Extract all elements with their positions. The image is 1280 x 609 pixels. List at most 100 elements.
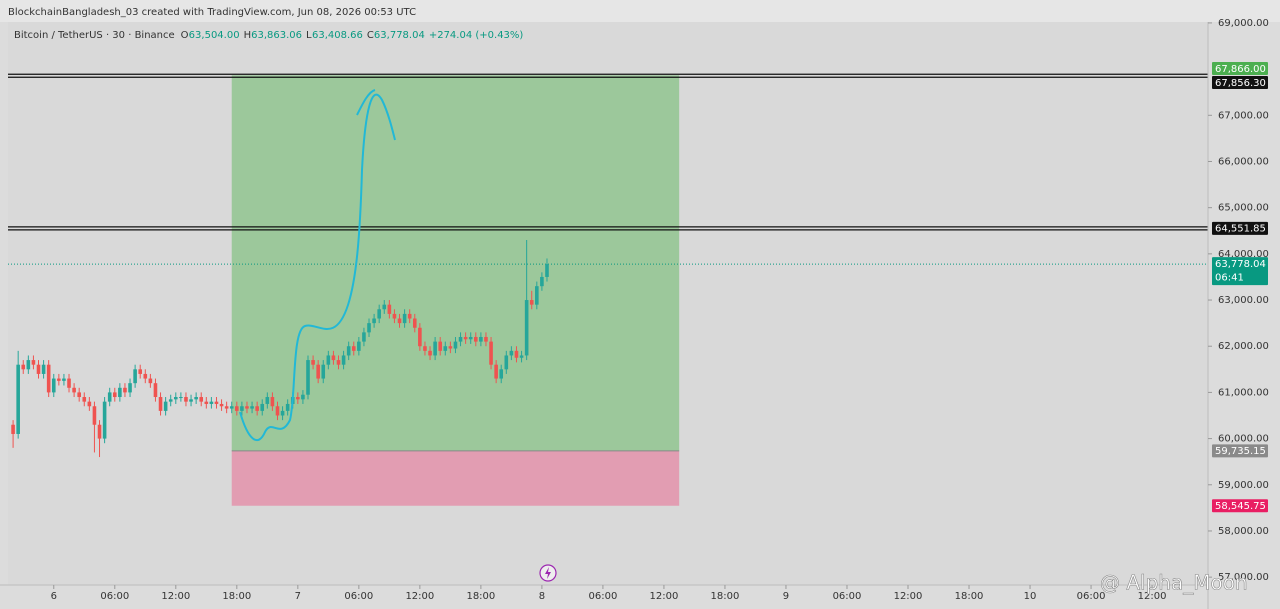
candle-body (72, 387, 76, 393)
candle-body (346, 346, 351, 356)
candle-body (270, 397, 275, 407)
candle-body (392, 313, 397, 319)
candle-body (265, 397, 270, 404)
candle-body (102, 401, 107, 439)
candle-body (372, 318, 376, 324)
y-tick-label: 61,000.00 (1218, 387, 1269, 398)
candle-body (514, 350, 519, 358)
candle-body (316, 364, 320, 379)
y-tick-label: 62,000.00 (1218, 341, 1269, 352)
x-tick-label: 12:00 (894, 591, 923, 602)
candle-body (189, 399, 193, 402)
candle-body (260, 403, 265, 411)
x-tick-label: 12:00 (405, 591, 434, 602)
candle-body (255, 406, 259, 411)
candle-body (453, 341, 458, 349)
price-tag-label: 58,545.75 (1215, 501, 1266, 512)
x-tick-label: 06:00 (1077, 591, 1106, 602)
candle-body (458, 336, 463, 342)
candle-body (128, 383, 132, 393)
candle-body (168, 399, 173, 402)
x-tick-label: 06:00 (833, 591, 862, 602)
ohlc-value: 63,778.04 (374, 30, 425, 41)
candle-body (448, 346, 453, 349)
candle-body (499, 369, 504, 379)
candle-body (148, 378, 153, 384)
x-tick-label: 12:00 (161, 591, 190, 602)
price-tag-label: 63,778.04 (1215, 259, 1266, 270)
x-tick-label: 06:00 (100, 591, 129, 602)
candle-body (479, 336, 483, 342)
freehand-drawing (239, 89, 396, 442)
plot (8, 73, 1208, 506)
candle-body (97, 424, 102, 439)
candle-body (529, 300, 534, 305)
candle-body (133, 369, 137, 384)
x-tick-label: 7 (295, 591, 301, 602)
ohlc-key: H (244, 30, 252, 41)
watermark: @ Alpha_Moon (1100, 571, 1248, 595)
price-tag (1212, 62, 1268, 76)
candle-body (31, 360, 36, 365)
profit-zone (231, 75, 680, 451)
change: +274.04 (+0.43%) (429, 30, 524, 41)
candle-body (402, 313, 407, 324)
ohlc-key: O (181, 30, 189, 41)
y-tick-label: 69,000.00 (1218, 18, 1269, 29)
candle-body (524, 300, 529, 356)
x-tick-label: 12:00 (1138, 591, 1167, 602)
candle-body (296, 397, 300, 400)
y-tick-label: 67,000.00 (1218, 110, 1269, 121)
candle-body (21, 364, 26, 370)
candle-body (433, 341, 437, 356)
candle-body (357, 341, 361, 351)
price-tag (1212, 221, 1268, 235)
candle-body (331, 355, 336, 361)
candle-body (123, 387, 127, 393)
y-tick-label: 60,000.00 (1218, 434, 1269, 445)
candle-body (77, 392, 81, 398)
header-strip (0, 0, 1280, 22)
candle-body (473, 336, 478, 342)
candle-body (87, 401, 92, 407)
candle-body (199, 397, 204, 402)
candle-body (423, 346, 427, 351)
candle-body (341, 355, 346, 365)
candle-body (468, 336, 473, 340)
candle-body (41, 364, 46, 374)
candle-body (184, 397, 188, 402)
x-tick-label: 10 (1024, 591, 1037, 602)
candle-body (194, 397, 198, 400)
x-tick-label: 06:00 (344, 591, 373, 602)
candle-body (509, 350, 514, 356)
y-tick-label: 57,000.00 (1218, 572, 1269, 583)
x-tick-label: 9 (783, 591, 789, 602)
x-tick-label: 18:00 (466, 591, 495, 602)
candle-body (326, 355, 331, 365)
candle-body (163, 401, 168, 411)
candle-body (306, 360, 310, 395)
candle-body (11, 424, 15, 434)
price-tag-label: 59,735.15 (1215, 446, 1266, 457)
candle-body (280, 410, 285, 416)
symbol-title: Bitcoin / TetherUS · 30 · Binance (14, 30, 175, 41)
y-tick-label: 58,000.00 (1218, 526, 1269, 537)
candle-body (387, 304, 392, 314)
candle-body (494, 364, 498, 379)
candle-body (336, 360, 341, 365)
candle-body (535, 286, 539, 305)
candle-body (112, 392, 117, 398)
ohlc-value: 63,408.66 (312, 30, 363, 41)
candle-body (67, 378, 71, 388)
candle-body (92, 406, 97, 425)
ohlc-key: C (367, 30, 374, 41)
candle-body (36, 364, 41, 374)
countdown: 06:41 (1215, 273, 1244, 284)
x-tick-label: 06:00 (589, 591, 618, 602)
candle-body (367, 323, 371, 333)
candle-body (107, 392, 112, 402)
candle-body (275, 406, 280, 416)
candle-body (204, 401, 209, 404)
candle-body (214, 401, 219, 404)
